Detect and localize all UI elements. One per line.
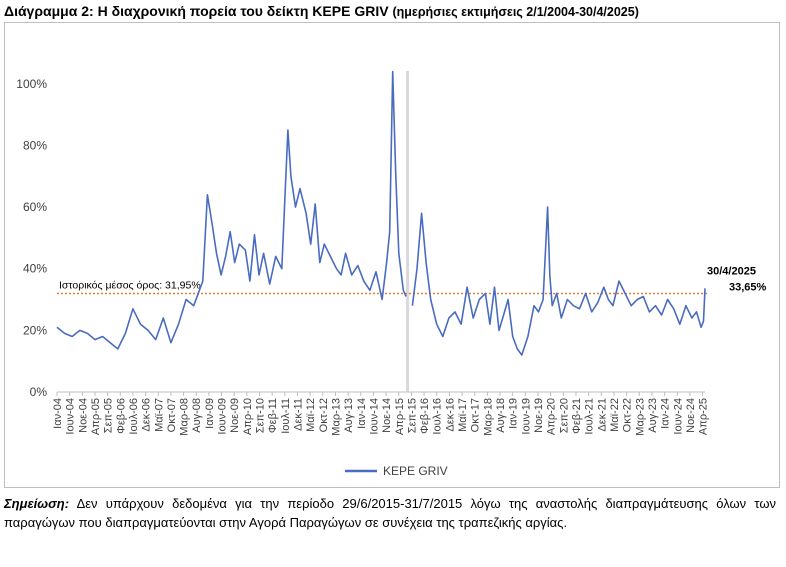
x-tick-label: Νοε-14 <box>381 398 393 433</box>
y-tick-label: 40% <box>23 262 47 276</box>
x-tick-label: Οκτ-22 <box>622 398 634 432</box>
x-tick-label: Αυγ-23 <box>647 398 659 433</box>
x-tick-label: Δεκ-21 <box>596 398 608 432</box>
legend-label: ΚΕΡΕ GRIV <box>383 464 448 478</box>
x-tick-label: Οκτ-12 <box>318 398 330 432</box>
x-tick-label: Οκτ-07 <box>166 398 178 432</box>
y-tick-label: 60% <box>23 200 47 214</box>
x-tick-label: Απρ-20 <box>546 398 558 435</box>
x-tick-label: Σεπ-05 <box>103 398 115 433</box>
x-tick-label: Ιουλ-06 <box>128 398 140 435</box>
x-tick-label: Ιαν-09 <box>204 398 216 429</box>
x-tick-label: Νοε-19 <box>533 398 545 433</box>
x-tick-label: Μαρ-23 <box>634 398 646 436</box>
last-point-value-label: 33,65% <box>729 281 767 293</box>
x-tick-label: Απρ-15 <box>394 398 406 435</box>
x-tick-label: Μαϊ-12 <box>305 398 317 432</box>
x-tick-label: Δεκ-06 <box>141 398 153 432</box>
x-tick-label: Μαρ-13 <box>330 398 342 436</box>
x-tick-label: Φεβ-21 <box>571 398 583 434</box>
y-tick-label: 100% <box>16 77 47 91</box>
x-tick-label: Αυγ-18 <box>495 398 507 433</box>
x-tick-label: Αυγ-08 <box>191 398 203 433</box>
x-tick-label: Ιουν-24 <box>672 398 684 435</box>
x-tick-label: Ιουλ-21 <box>584 398 596 435</box>
x-tick-label: Δεκ-11 <box>293 398 305 431</box>
x-tick-label: Μαϊ-07 <box>153 398 165 432</box>
x-tick-label: Αυγ-13 <box>343 398 355 433</box>
x-tick-label: Σεπ-10 <box>255 398 267 433</box>
x-tick-label: Οκτ-17 <box>470 398 482 432</box>
x-tick-label: Σεπ-20 <box>558 398 570 433</box>
x-tick-label: Ιουν-19 <box>520 398 532 435</box>
no-data-gap-band <box>406 71 410 392</box>
title-subtitle: (ημερήσιες εκτιμήσεις 2/1/2004-30/4/2025… <box>392 5 639 19</box>
x-tick-label: Ιουν-09 <box>217 398 229 435</box>
x-tick-label: Φεβ-16 <box>419 398 431 434</box>
historical-mean-label: Ιστορικός μέσος όρος: 31,95% <box>59 280 201 292</box>
y-tick-label: 80% <box>23 138 47 152</box>
x-tick-label: Απρ-05 <box>90 398 102 435</box>
x-tick-label: Νοε-04 <box>77 398 89 433</box>
last-point-date-label: 30/4/2025 <box>707 265 756 277</box>
note-label: Σημείωση: <box>4 496 70 511</box>
x-tick-label: Μαϊ-17 <box>457 398 469 432</box>
x-tick-label: Σεπ-15 <box>406 398 418 433</box>
x-tick-label: Φεβ-06 <box>115 398 127 434</box>
x-tick-label: Ιαν-24 <box>660 398 672 429</box>
x-tick-label: Ιουν-14 <box>368 398 380 435</box>
x-tick-label: Απρ-25 <box>698 398 710 435</box>
y-tick-label: 0% <box>30 385 48 399</box>
note: Σημείωση: Δεν υπάρχουν δεδομένα για την … <box>4 494 776 532</box>
x-tick-label: Απρ-10 <box>242 398 254 435</box>
x-tick-label: Μαρ-08 <box>179 398 191 436</box>
line-chart: 0%20%40%60%80%100%Ιαν-04 Ιουν-04 Νοε-04 Απρ… <box>16 70 767 478</box>
x-tick-label: Δεκ-16 <box>444 398 456 432</box>
x-tick-label: Νοε-24 <box>685 398 697 433</box>
x-tick-label: Ιουλ-11 <box>280 398 292 434</box>
chart-title: Διάγραμμα 2: Η διαχρονική πορεία του δεί… <box>4 3 784 19</box>
x-tick-label: Νοε-09 <box>229 398 241 433</box>
x-tick-label: Φεβ-11 <box>267 398 279 433</box>
x-tick-label: Μαϊ-22 <box>609 398 621 432</box>
x-tick-label: Ιαν-04 <box>52 398 64 429</box>
note-text: Δεν υπάρχουν δεδομένα για την περίοδο 29… <box>4 496 776 530</box>
x-tick-label: Ιουν-04 <box>65 398 77 435</box>
series-line <box>56 70 706 356</box>
x-tick-label: Μαρ-18 <box>482 398 494 436</box>
chart-frame: 0% 20% 40% 60% 80% 100% Ιαν-04 Ιουν-04 Νοε-04 Απρ… <box>4 22 780 488</box>
y-tick-label: 20% <box>23 323 47 337</box>
x-tick-label: Ιουλ-16 <box>432 398 444 435</box>
x-tick-label: Ιαν-19 <box>508 398 520 429</box>
title-main: Διάγραμμα 2: Η διαχρονική πορεία του δεί… <box>4 3 389 19</box>
x-tick-label: Ιαν-14 <box>356 398 368 429</box>
